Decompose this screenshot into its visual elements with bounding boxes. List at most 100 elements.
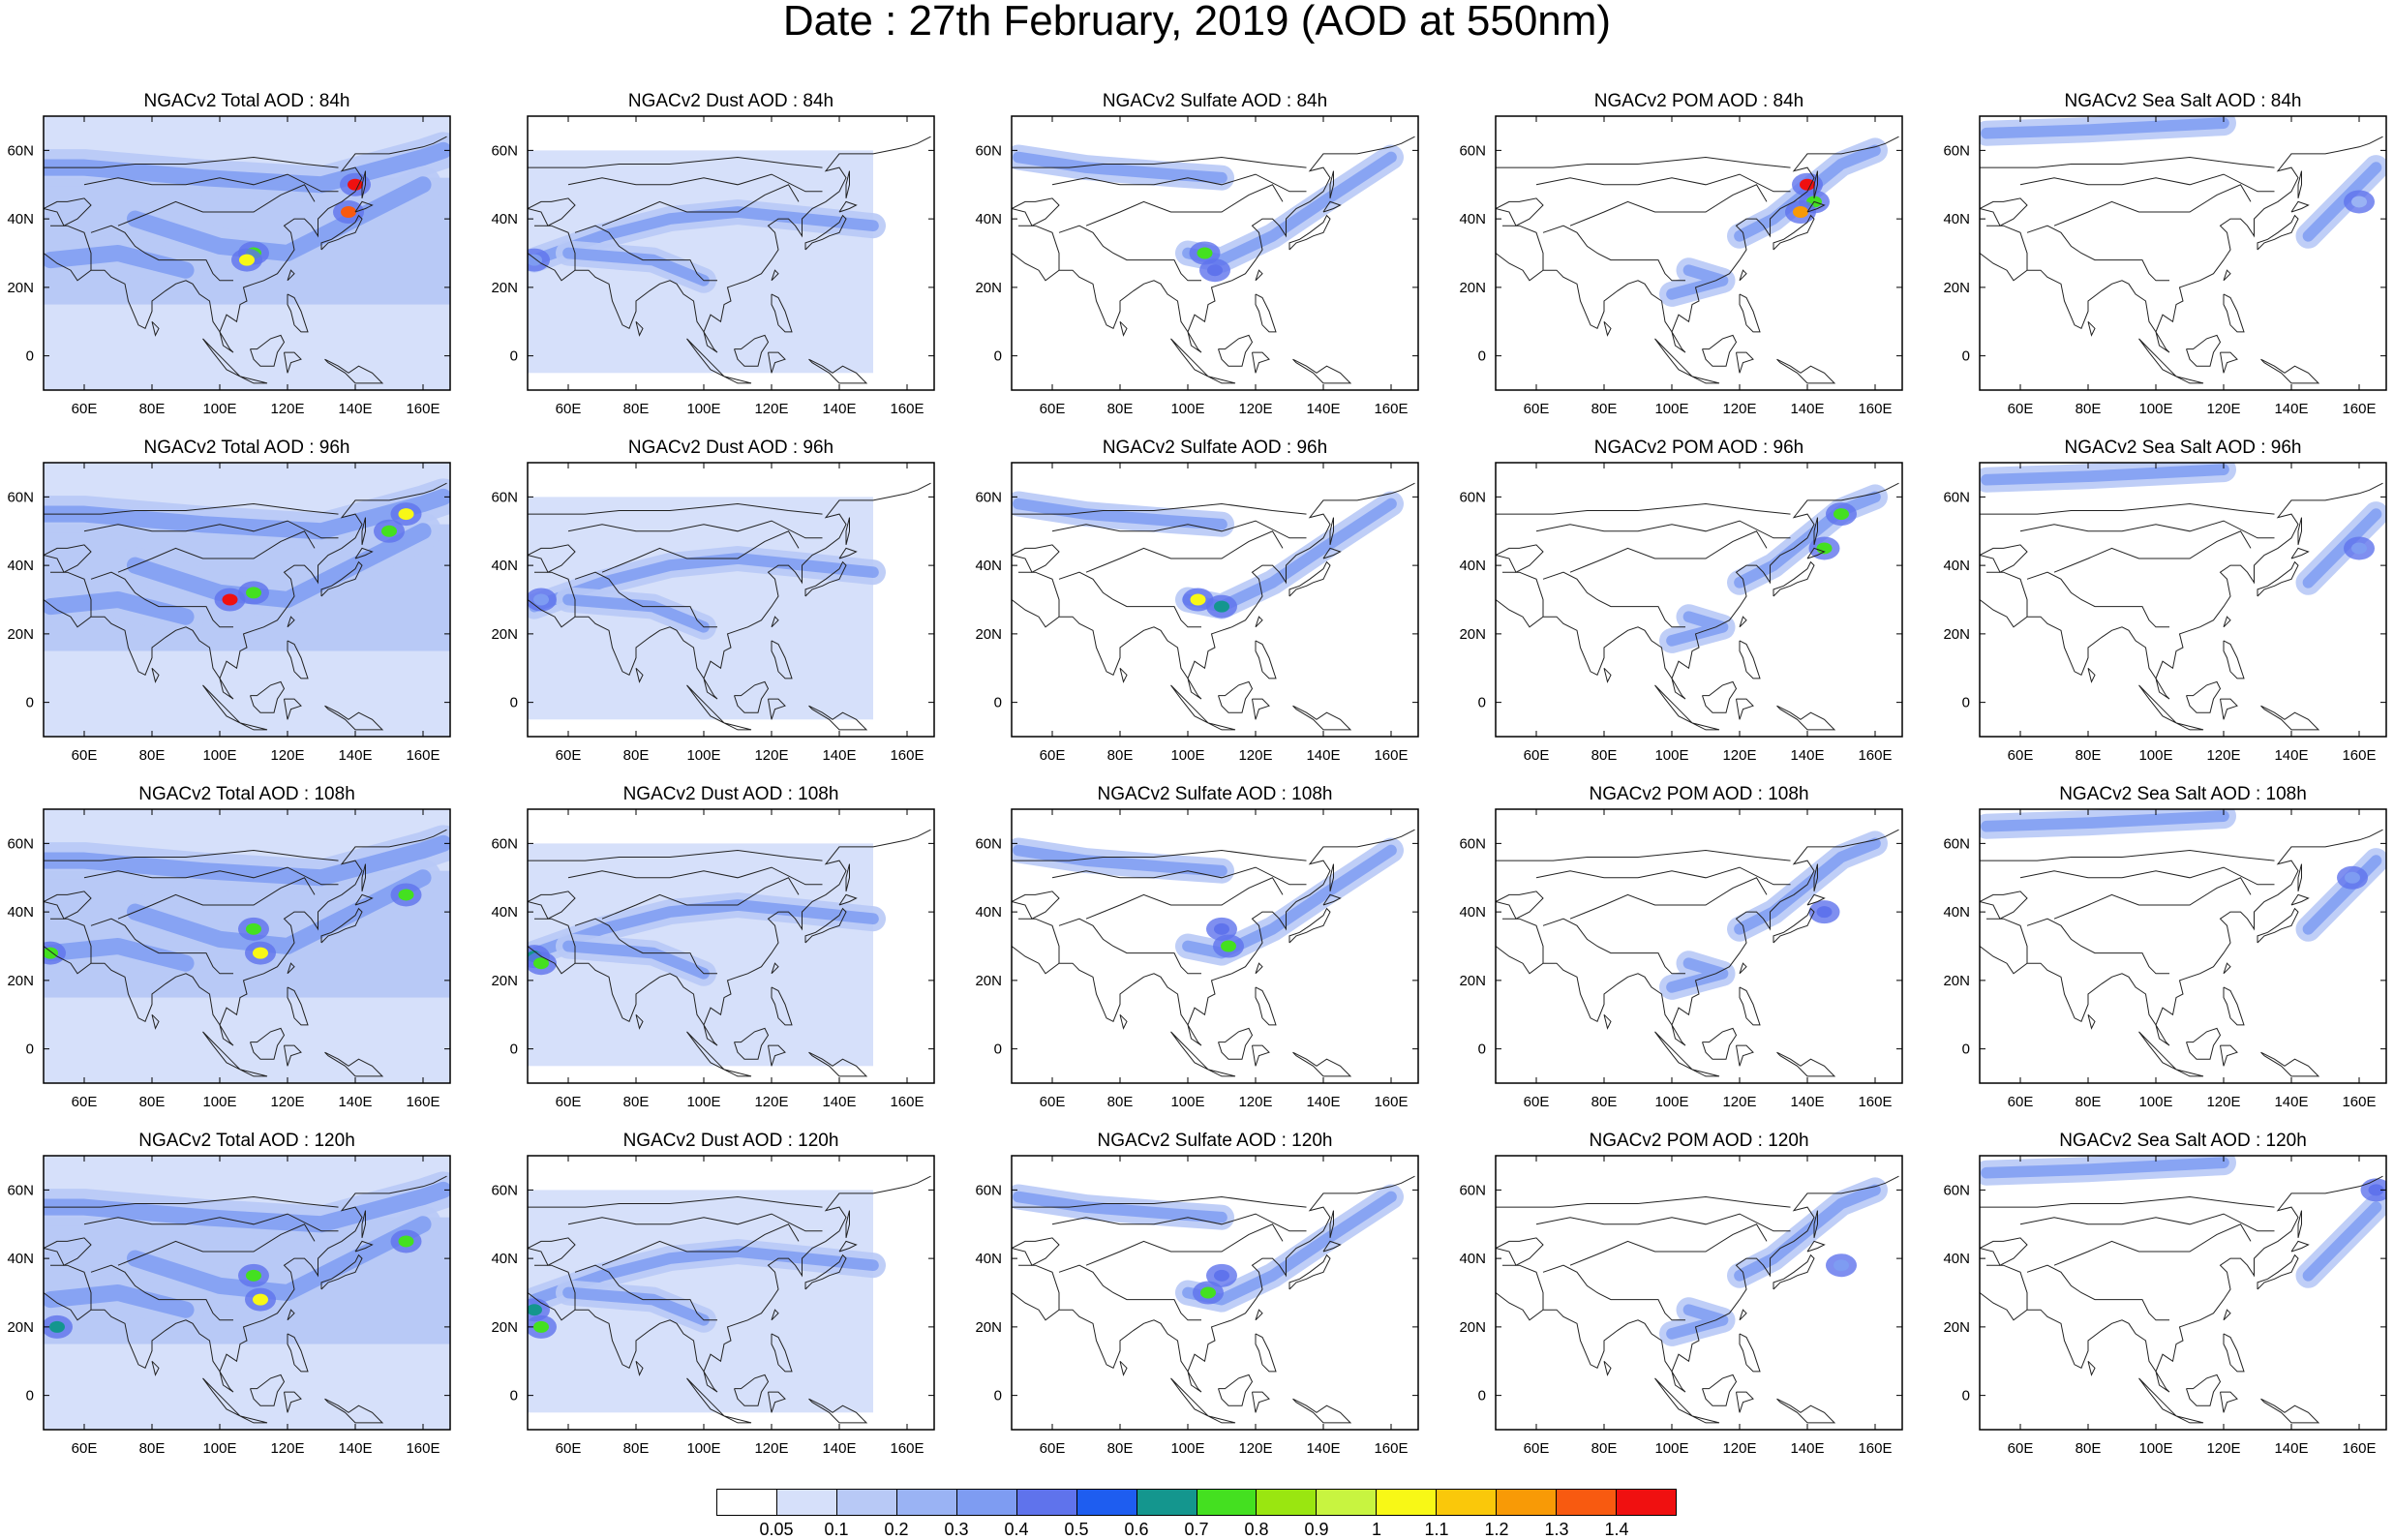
aod-hotspot xyxy=(1214,1269,1229,1282)
lat-tick-label: 0 xyxy=(1962,1388,1970,1404)
panel-title: NGACv2 POM AOD : 120h xyxy=(1589,1131,1808,1151)
aod-plume-core xyxy=(126,176,432,262)
coastline xyxy=(1569,184,1768,226)
coastline xyxy=(2053,184,2252,226)
coastline xyxy=(768,351,786,374)
lat-tick-label: 60N xyxy=(1943,142,1970,159)
aod-hotspot xyxy=(1816,906,1833,919)
lat-tick-label: 60N xyxy=(975,142,1002,159)
colorbar-swatch xyxy=(1557,1490,1618,1515)
lon-tick-label: 60E xyxy=(556,1094,582,1110)
coastline xyxy=(1980,136,2383,353)
panel-title: NGACv2 Sea Salt AOD : 108h xyxy=(2059,784,2307,804)
lon-tick-label: 100E xyxy=(202,401,236,417)
panel-frame xyxy=(1011,1155,1419,1431)
lat-tick-label: 0 xyxy=(510,1388,518,1404)
lat-tick-label: 0 xyxy=(26,348,34,365)
lon-tick-label: 140E xyxy=(1306,1440,1340,1457)
coastline xyxy=(2257,560,2299,597)
lon-tick-label: 100E xyxy=(1654,1094,1688,1110)
coastline xyxy=(1288,214,1331,251)
coastline xyxy=(1496,891,1544,920)
colorbar-swatch xyxy=(1617,1490,1676,1515)
colorbar-level-label: 1 xyxy=(1371,1520,1382,1539)
coastline xyxy=(1736,698,1754,720)
coastline xyxy=(1569,530,1768,573)
lon-tick-label: 120E xyxy=(2206,747,2240,764)
lat-tick-label: 40N xyxy=(491,1251,518,1267)
coastline xyxy=(2223,1333,2245,1373)
coastline xyxy=(635,667,644,683)
lon-tick-label: 120E xyxy=(1722,401,1756,417)
coastline xyxy=(1535,1213,1791,1232)
coastline xyxy=(686,684,725,724)
lon-tick-label: 120E xyxy=(1238,401,1272,417)
coastline xyxy=(1051,173,1307,193)
coastline xyxy=(2257,214,2299,251)
lon-tick-label: 140E xyxy=(1306,401,1340,417)
lat-tick-label: 0 xyxy=(994,1042,1002,1058)
panel-frame xyxy=(1495,1155,1903,1431)
coastline xyxy=(1329,863,1334,892)
coastline xyxy=(284,698,302,720)
coastline xyxy=(1806,893,1826,906)
lat-tick-label: 40N xyxy=(1943,1251,1970,1267)
coastline xyxy=(239,722,268,731)
coastline xyxy=(768,1044,786,1067)
colorbar-swatch xyxy=(1016,1490,1077,1515)
lon-tick-label: 160E xyxy=(1858,1094,1892,1110)
colorbar-level-label: 0.2 xyxy=(884,1520,909,1539)
panel-frame xyxy=(527,808,935,1084)
coastline xyxy=(2223,986,2245,1026)
coastline xyxy=(2223,640,2245,679)
lat-tick-label: 20N xyxy=(1459,280,1486,296)
lon-tick-label: 160E xyxy=(1858,401,1892,417)
coastline xyxy=(2257,1253,2299,1290)
coastline xyxy=(2297,1210,2302,1239)
lon-tick-label: 160E xyxy=(890,1094,924,1110)
coastline xyxy=(528,544,576,573)
coastline xyxy=(324,1398,384,1424)
coastline xyxy=(528,156,823,168)
panel-frame xyxy=(1979,1155,2387,1431)
coastline xyxy=(768,698,786,720)
panel-frame xyxy=(527,462,935,738)
coastline xyxy=(287,986,309,1026)
coastline xyxy=(1654,1031,1693,1071)
lon-tick-label: 140E xyxy=(1306,747,1340,764)
lon-tick-label: 120E xyxy=(1238,1094,1272,1110)
coastline xyxy=(1654,1377,1693,1417)
lat-tick-label: 20N xyxy=(1943,626,1970,643)
coastline xyxy=(2019,173,2275,193)
coastline xyxy=(567,520,823,539)
coastline xyxy=(2138,1031,2177,1071)
coastline xyxy=(1012,1175,1415,1393)
coastline xyxy=(1085,1223,1284,1266)
coastline xyxy=(804,907,847,944)
map-panel-seasalt-96h: NGACv2 Sea Salt AOD : 96h 60E 80E 100E 120E 1… xyxy=(1943,438,2387,764)
coastline xyxy=(1012,849,1307,861)
coastline xyxy=(151,667,160,683)
aod-plume-core xyxy=(1013,1191,1227,1223)
lat-tick-label: 20N xyxy=(491,1319,518,1336)
map-panel-dust-84h: NGACv2 Dust AOD : 84h 60E 80E 100E 120E 140E 1… xyxy=(491,91,935,417)
coastline xyxy=(1012,156,1307,168)
aod-plume-core xyxy=(1666,264,1729,300)
lon-tick-label: 160E xyxy=(406,747,439,764)
lon-tick-label: 120E xyxy=(754,401,788,417)
lon-tick-label: 140E xyxy=(1790,1094,1824,1110)
coastline xyxy=(2257,907,2299,944)
coastline xyxy=(2175,722,2204,731)
lon-tick-label: 140E xyxy=(2274,1094,2308,1110)
lon-tick-label: 80E xyxy=(2076,1440,2102,1457)
lon-tick-label: 100E xyxy=(686,401,720,417)
lon-tick-label: 60E xyxy=(2008,1440,2034,1457)
lat-tick-label: 0 xyxy=(1962,1042,1970,1058)
coastline xyxy=(354,547,374,559)
coastline xyxy=(1119,1360,1128,1376)
panel-title: NGACv2 POM AOD : 84h xyxy=(1594,91,1803,111)
panel-title: NGACv2 Sulfate AOD : 96h xyxy=(1103,438,1327,458)
lat-tick-label: 20N xyxy=(7,626,34,643)
lat-tick-label: 60N xyxy=(491,489,518,505)
